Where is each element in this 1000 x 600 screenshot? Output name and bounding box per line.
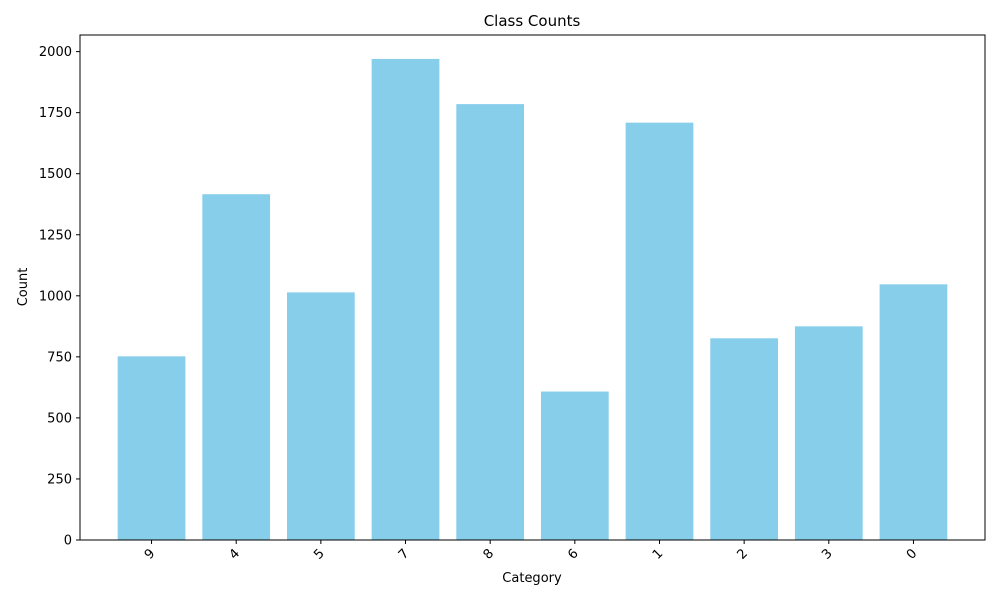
y-tick-label: 2000: [39, 45, 72, 60]
y-tick-label: 750: [47, 350, 72, 365]
bar-1: [625, 122, 694, 541]
x-axis-label: Category: [502, 571, 562, 586]
y-tick-label: 250: [47, 472, 72, 487]
bar-2: [710, 338, 779, 540]
y-tick-label: 1500: [39, 167, 72, 182]
y-tick-label: 0: [64, 534, 72, 549]
y-axis-ticks: 0 250 500 750 1000 1250 1500 1750 2000: [39, 45, 80, 549]
bar-6: [540, 391, 609, 540]
y-axis-label: Count: [16, 268, 31, 307]
bar-8: [456, 104, 525, 540]
y-tick-label: 500: [47, 411, 72, 426]
y-tick-label: 1250: [39, 228, 72, 243]
y-tick-label: 1000: [39, 289, 72, 304]
bar-4: [202, 194, 271, 541]
bar-9: [117, 356, 186, 540]
chart-title: Class Counts: [484, 12, 581, 30]
plot-frame: [79, 34, 986, 541]
bar-3: [794, 326, 863, 540]
bar-0: [879, 284, 948, 540]
bars-group: [117, 58, 948, 541]
bar-5: [286, 292, 355, 540]
y-tick-label: 1750: [39, 106, 72, 121]
bar-7: [371, 58, 440, 540]
